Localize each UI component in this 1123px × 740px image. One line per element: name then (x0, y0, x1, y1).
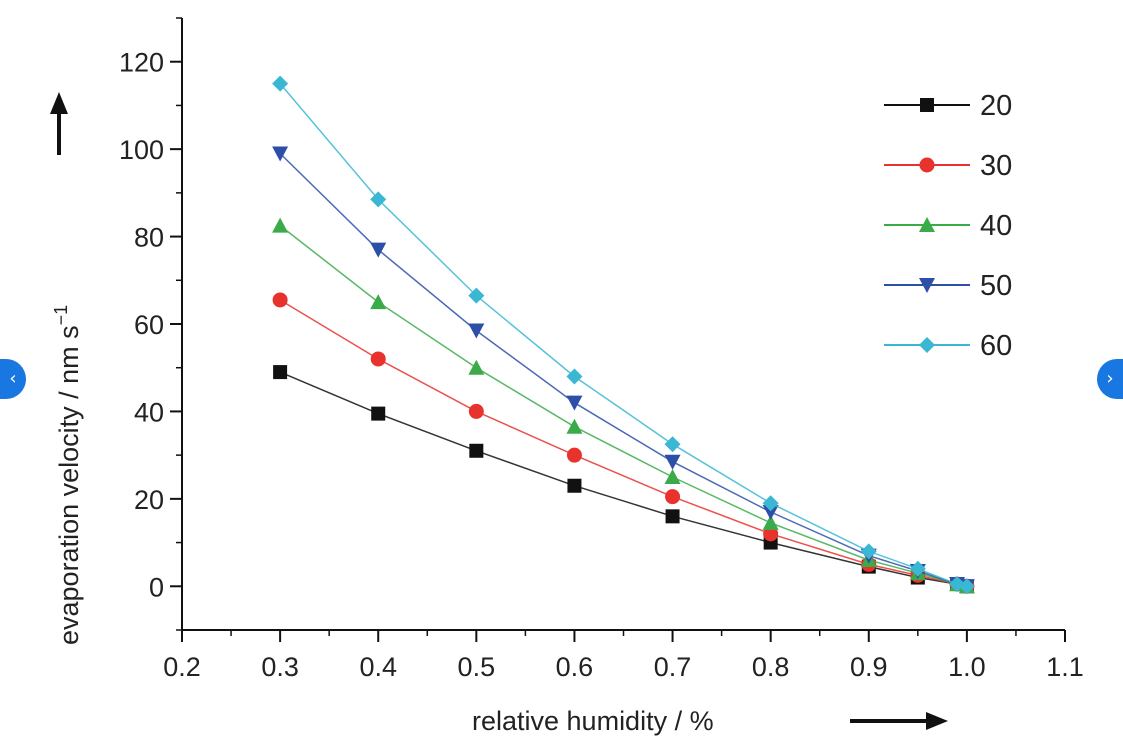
data-point (370, 351, 386, 367)
data-point (566, 368, 583, 385)
x-tick-label: 0.9 (850, 652, 888, 682)
series-line (279, 299, 968, 588)
data-point (567, 478, 582, 493)
y-axis-arrow-icon (50, 92, 68, 155)
legend-label: 50 (980, 270, 1012, 302)
y-tick-label: 40 (134, 397, 164, 427)
y-tick-label: 60 (134, 310, 164, 340)
series-line (279, 225, 968, 588)
data-point (469, 443, 484, 458)
data-point (468, 287, 485, 304)
data-point (566, 395, 583, 411)
series-layer (272, 75, 975, 595)
x-tick-label: 0.6 (556, 652, 594, 682)
legend-item-60: 60 (884, 330, 1012, 362)
x-tick-label: 1.0 (948, 652, 986, 682)
legend-marker (919, 337, 935, 353)
series-40 (272, 217, 975, 594)
data-point (664, 469, 681, 484)
x-axis-title-group: relative humidity / % (472, 706, 948, 736)
data-point (468, 359, 485, 375)
data-point (468, 323, 485, 339)
legend-label: 60 (980, 330, 1012, 362)
x-axis-arrow-icon (850, 712, 948, 730)
data-point (370, 294, 387, 310)
chevron-left-icon: ‹ (9, 368, 17, 389)
y-tick-label: 20 (134, 485, 164, 515)
data-point (763, 526, 779, 542)
x-tick-label: 0.4 (359, 652, 397, 682)
data-point (665, 489, 681, 505)
legend-item-50: 50 (884, 270, 1012, 302)
series-line (279, 83, 968, 588)
series-line (279, 371, 968, 588)
legend-marker (920, 98, 934, 112)
data-point (762, 514, 779, 530)
legend-item-20: 20 (884, 90, 1012, 122)
legend-marker (919, 157, 935, 173)
y-axis-ticks: 0 20 40 60 80 100 120 (119, 17, 182, 631)
x-tick-label: 0.2 (163, 652, 201, 682)
series-60 (272, 75, 975, 595)
legend-marker (919, 278, 935, 293)
data-point (273, 365, 288, 380)
chevron-right-icon: › (1106, 368, 1114, 389)
y-axis-title: evaporation velocity / nm s−1 (51, 305, 84, 645)
legend-label: 40 (980, 210, 1012, 242)
x-tick-label: 0.5 (458, 652, 496, 682)
data-point (762, 495, 779, 512)
x-tick-label: 0.3 (261, 652, 299, 682)
data-point (958, 578, 975, 595)
data-point (272, 146, 289, 162)
x-tick-label: 0.7 (654, 652, 692, 682)
data-point (272, 75, 289, 92)
data-point (566, 447, 582, 463)
legend-item-30: 30 (884, 150, 1012, 182)
data-point (762, 504, 779, 520)
data-point (664, 454, 681, 470)
y-axis-title-superscript: −1 (51, 305, 71, 326)
data-point (909, 560, 926, 577)
data-point (566, 418, 583, 434)
data-point (468, 403, 484, 419)
y-tick-label: 0 (149, 572, 164, 602)
series-line (279, 152, 968, 588)
legend-label: 30 (980, 150, 1012, 182)
data-point (664, 436, 681, 453)
data-point (860, 543, 877, 560)
legend-label: 20 (980, 90, 1012, 122)
series-50 (272, 146, 975, 595)
x-tick-label: 1.1 (1046, 652, 1084, 682)
y-tick-label: 100 (119, 135, 164, 165)
data-point (272, 292, 288, 308)
y-axis-title-main: evaporation velocity / nm s (54, 325, 84, 645)
y-tick-label: 80 (134, 223, 164, 253)
data-point (272, 217, 289, 233)
data-point (370, 191, 387, 208)
x-tick-label: 0.8 (752, 652, 790, 682)
legend-item-40: 40 (884, 210, 1012, 242)
y-tick-label: 120 (119, 48, 164, 78)
data-point (371, 406, 386, 421)
legend-marker (919, 217, 935, 232)
x-axis-ticks: 0.2 0.3 0.4 0.5 0.6 0.7 0.8 0.9 1.0 1.1 (163, 630, 1084, 682)
y-axis-title-group: evaporation velocity / nm s−1 (50, 92, 84, 645)
next-arrow-button[interactable]: › (1097, 359, 1123, 399)
data-point (665, 509, 680, 524)
data-point (370, 242, 387, 258)
legend: 20 30 40 50 60 (884, 90, 1012, 362)
x-axis-title: relative humidity / % (472, 706, 714, 736)
